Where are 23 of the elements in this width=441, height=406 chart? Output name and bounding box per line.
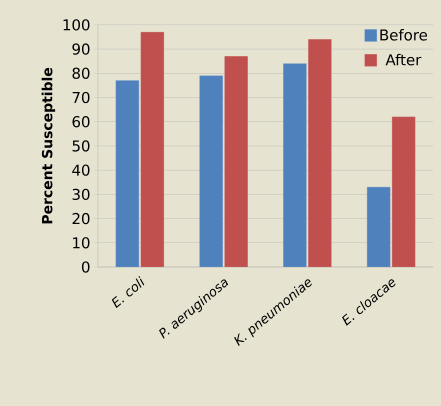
y-tick-label: 100: [64, 19, 90, 31]
y-tick-label: 40: [72, 164, 90, 176]
bar: [308, 39, 332, 267]
bar: [392, 116, 416, 267]
x-tick-label: E. coli: [112, 276, 144, 308]
y-tick-label: 70: [72, 92, 90, 104]
bar: [116, 80, 140, 267]
legend-label: After: [386, 54, 422, 66]
y-axis-title: Percent Susceptible: [42, 68, 56, 224]
legend-label: Before: [380, 29, 428, 41]
bar: [140, 32, 164, 267]
y-tick-label: 60: [72, 116, 90, 128]
bar: [199, 76, 223, 267]
bar: [224, 56, 248, 267]
y-tick-label: 50: [72, 140, 90, 152]
y-tick-label: 10: [73, 237, 90, 248]
bar: [283, 63, 307, 267]
y-tick-label: 20: [72, 212, 90, 224]
y-tick-label: 0: [82, 261, 90, 273]
bar: [366, 186, 390, 267]
y-tick-label: 90: [72, 43, 90, 55]
y-tick-label: 30: [72, 188, 90, 200]
y-tick-label: 80: [72, 68, 90, 79]
